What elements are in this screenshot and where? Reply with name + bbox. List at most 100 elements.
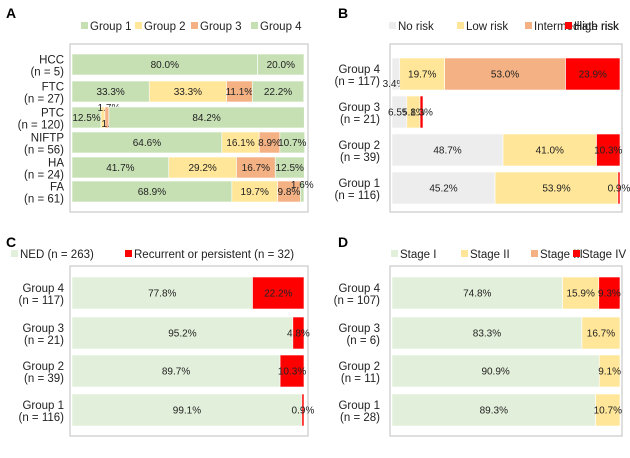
legend-label: Stage IV [582, 249, 626, 261]
category-n-label: (n = 11) [341, 373, 380, 385]
bar-segment [292, 316, 305, 350]
category-n-label: (n = 5) [30, 67, 64, 79]
category-label: HCC [39, 55, 64, 67]
legend-label: Stage I [400, 249, 436, 261]
legend-swatch [391, 250, 398, 257]
category-label: Group 1 [338, 178, 380, 190]
category-label: Group 3 [22, 323, 64, 335]
legend-swatch [565, 22, 572, 29]
value-label: 22.2% [264, 289, 292, 300]
category-n-label: (n = 27) [24, 94, 64, 106]
bar-segment [444, 57, 566, 91]
value-label: 41.0% [536, 146, 564, 157]
value-label: 15.9% [566, 289, 594, 300]
panel-label: C [6, 234, 16, 250]
value-label: 77.8% [148, 289, 176, 300]
bar-segment [391, 133, 504, 167]
value-label: 68.9% [138, 187, 166, 198]
bar-segment [391, 393, 596, 427]
value-label: 12.5% [72, 113, 100, 124]
category-label: Group 4 [338, 283, 380, 295]
category-label: Group 1 [22, 400, 64, 412]
legend-label: High risk [574, 21, 619, 33]
legend-swatch [531, 250, 538, 257]
value-label: 9.3% [598, 289, 621, 300]
bar-segment [251, 80, 305, 103]
bar-segment [279, 354, 305, 388]
value-label: 1.6% [291, 180, 314, 191]
bar-row: Group 4(n = 117) 77.8% 22.2% [19, 276, 305, 310]
value-label: 95.2% [168, 329, 196, 340]
bar-segment [565, 57, 621, 91]
bar-segment [419, 95, 424, 129]
legend-swatch [389, 22, 396, 29]
bar-row: Group 4(n = 107) 74.8% 15.9% 9.3% [334, 276, 621, 310]
category-n-label: (n = 61) [24, 194, 64, 206]
category-n-label: (n = 24) [24, 170, 64, 182]
legend-label: Group 4 [260, 21, 302, 33]
bar-segment [598, 276, 621, 310]
category-n-label: (n = 116) [19, 412, 65, 424]
bar-segment [399, 57, 445, 91]
bar-row: NIFTP(n = 56) 64.6% 16.1% 8.9%10.7% [24, 131, 307, 157]
category-n-label: (n = 117) [19, 295, 65, 307]
value-label: 45.2% [429, 184, 457, 195]
value-label: 8.9% [258, 138, 281, 149]
value-label: 1.3% [410, 108, 433, 119]
category-label: FTC [42, 82, 64, 94]
bar-segment [279, 131, 305, 154]
category-n-label: (n = 39) [340, 152, 380, 164]
value-label: 11.1% [226, 87, 254, 98]
category-label: Group 4 [22, 283, 64, 295]
bar-row: FTC(n = 27) 33.3% 33.3% 11.1% 22.2% [24, 80, 305, 106]
value-label: 90.9% [481, 367, 509, 378]
bar-segment [301, 393, 305, 427]
value-label: 10.7% [594, 406, 622, 417]
plot-frame [69, 43, 309, 213]
legend-label: Stage III [540, 249, 583, 261]
legend-swatch [251, 22, 258, 29]
category-n-label: (n = 21) [24, 335, 64, 347]
category-label: PTC [41, 108, 64, 120]
value-label: 80.0% [151, 60, 179, 71]
legend-label: Recurrent or persistent (n = 32) [134, 249, 294, 261]
legend-swatch [81, 22, 88, 29]
value-label: 33.3% [174, 87, 202, 98]
legend-swatch [461, 250, 468, 257]
value-label: 20.0% [267, 60, 295, 71]
category-label: Group 3 [338, 323, 380, 335]
value-label: 10.3% [278, 367, 306, 378]
category-label: Group 1 [338, 400, 380, 412]
panel-a: A Group 1 Group 2 Group 3 Group 4 HCC(n = 5) 8… [6, 5, 314, 213]
bar-row: Group 1(n = 116) 45.2% 53.9% 0.9% [335, 171, 630, 205]
category-label: Group 2 [338, 140, 380, 152]
legend-label: No risk [398, 21, 434, 33]
bar-row: Group 3(n = 6) 83.3% 16.7% [338, 316, 621, 350]
value-label: 53.9% [542, 184, 570, 195]
value-label: 41.7% [106, 163, 134, 174]
value-label: 19.7% [241, 187, 269, 198]
bar-segment [257, 53, 305, 76]
bar-row: Group 2(n = 39) 89.7% 10.3% [22, 354, 306, 388]
legend-label: NED (n = 263) [20, 249, 94, 261]
category-label: NIFTP [31, 133, 65, 145]
value-label: 53.0% [491, 70, 519, 81]
legend-swatch [457, 22, 464, 29]
value-label: 3.4% [383, 79, 406, 90]
legend-swatch [525, 22, 532, 29]
category-label: Group 4 [338, 64, 380, 76]
value-label: 4.8% [287, 329, 310, 340]
panel-label: D [338, 234, 348, 250]
legend-swatch [191, 22, 198, 29]
value-label: 22.2% [264, 87, 292, 98]
value-label: 74.8% [463, 289, 491, 300]
bar-segment [502, 133, 597, 167]
value-label: 89.7% [162, 367, 190, 378]
legend: NED (n = 263) Recurrent or persistent (n … [11, 249, 294, 261]
legend-label: Stage II [470, 249, 510, 261]
legend-label: Low risk [466, 21, 508, 33]
value-label: 10.7% [278, 138, 306, 149]
legend-label: Intermediate risk [534, 21, 619, 33]
